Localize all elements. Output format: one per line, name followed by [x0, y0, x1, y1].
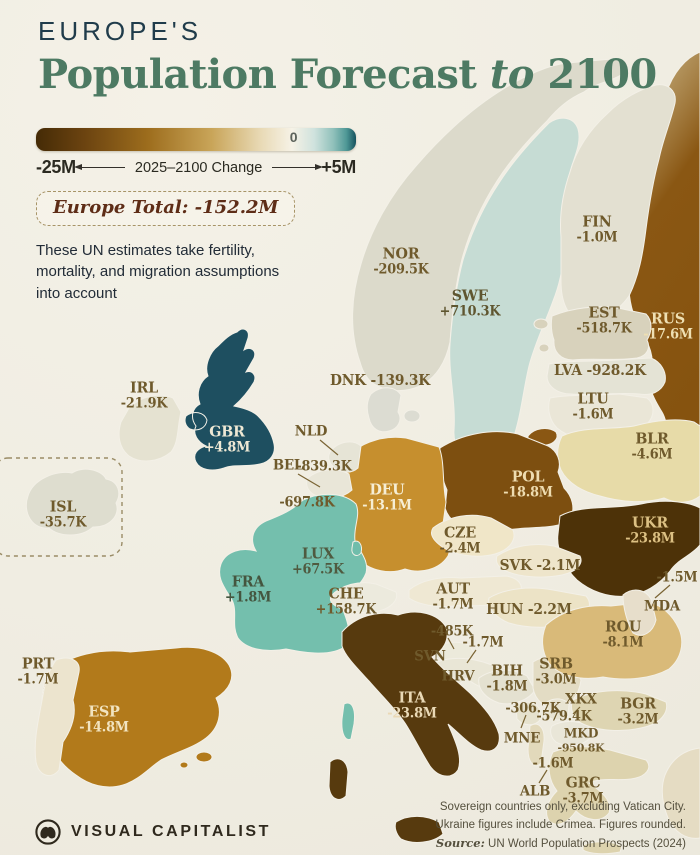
country-MNE — [515, 701, 541, 726]
country-LUX — [351, 540, 362, 556]
europe-total-badge: Europe Total: -152.2M — [36, 191, 296, 226]
country-GBR — [184, 328, 275, 471]
country-BIH — [478, 669, 536, 705]
country-IRL — [118, 394, 182, 462]
country-SVK — [495, 543, 582, 578]
country-LVA — [546, 357, 666, 396]
country-ROU — [542, 601, 683, 680]
source-note: Sovereign countries only, excluding Vati… — [435, 799, 686, 853]
source-line-3: Source: UN World Population Prospects (2… — [435, 835, 686, 850]
country-MDA — [622, 589, 657, 636]
country-FRA — [219, 493, 368, 741]
legend-scale-row: -25M 2025–2100 Change +5M — [36, 157, 356, 178]
country-GRC — [546, 746, 650, 855]
country-NLD — [328, 441, 362, 473]
legend-max-label: +5M — [321, 157, 356, 177]
iceland-inset-box — [0, 457, 123, 557]
country-ALB — [527, 723, 545, 767]
country-NOR — [352, 58, 625, 392]
europe-total-value: Europe Total: -152.2M — [53, 197, 279, 218]
country-POL — [438, 431, 574, 531]
country-ISL — [26, 468, 120, 536]
country-UKR — [557, 500, 700, 597]
legend-gradient-bar: 0 — [36, 128, 356, 151]
label-leader-lines — [297, 439, 671, 784]
brand-name: VISUAL CAPITALIST — [71, 823, 272, 840]
source-line-1: Sovereign countries only, excluding Vati… — [439, 801, 686, 813]
country-BLR — [557, 419, 700, 503]
legend-axis-label: 2025–2100 Change — [134, 159, 263, 176]
kicker: EUROPE'S — [38, 16, 203, 46]
country-XKX — [546, 698, 570, 721]
legend-zero-tick: 0 — [289, 129, 298, 145]
country-ITA — [328, 611, 500, 843]
visual-capitalist-logo-icon — [35, 819, 61, 845]
page-title: Population Forecast to 2100 — [38, 51, 657, 98]
color-legend: 0 -25M 2025–2100 Change +5M Europe Total… — [36, 128, 356, 304]
country-CZE — [430, 514, 515, 557]
footer: VISUAL CAPITALIST — [34, 818, 271, 846]
legend-min-label: -25M — [36, 157, 76, 177]
country-CHE — [329, 582, 398, 614]
source-line-2: Ukraine figures include Crimea. Figures … — [435, 818, 686, 831]
legend-arrow-right-icon — [272, 164, 324, 170]
methodology-note: These UN estimates take fertility, morta… — [36, 242, 280, 302]
legend-arrow-left-icon — [73, 164, 125, 170]
country-EST — [533, 306, 652, 361]
country-BGR — [570, 690, 668, 731]
country-DNK — [366, 387, 421, 433]
header: EUROPE'S Population Forecast to 2100 — [38, 16, 657, 98]
country-TUR — [661, 747, 700, 839]
country-PRT — [34, 657, 80, 777]
country-MKD — [550, 721, 591, 746]
